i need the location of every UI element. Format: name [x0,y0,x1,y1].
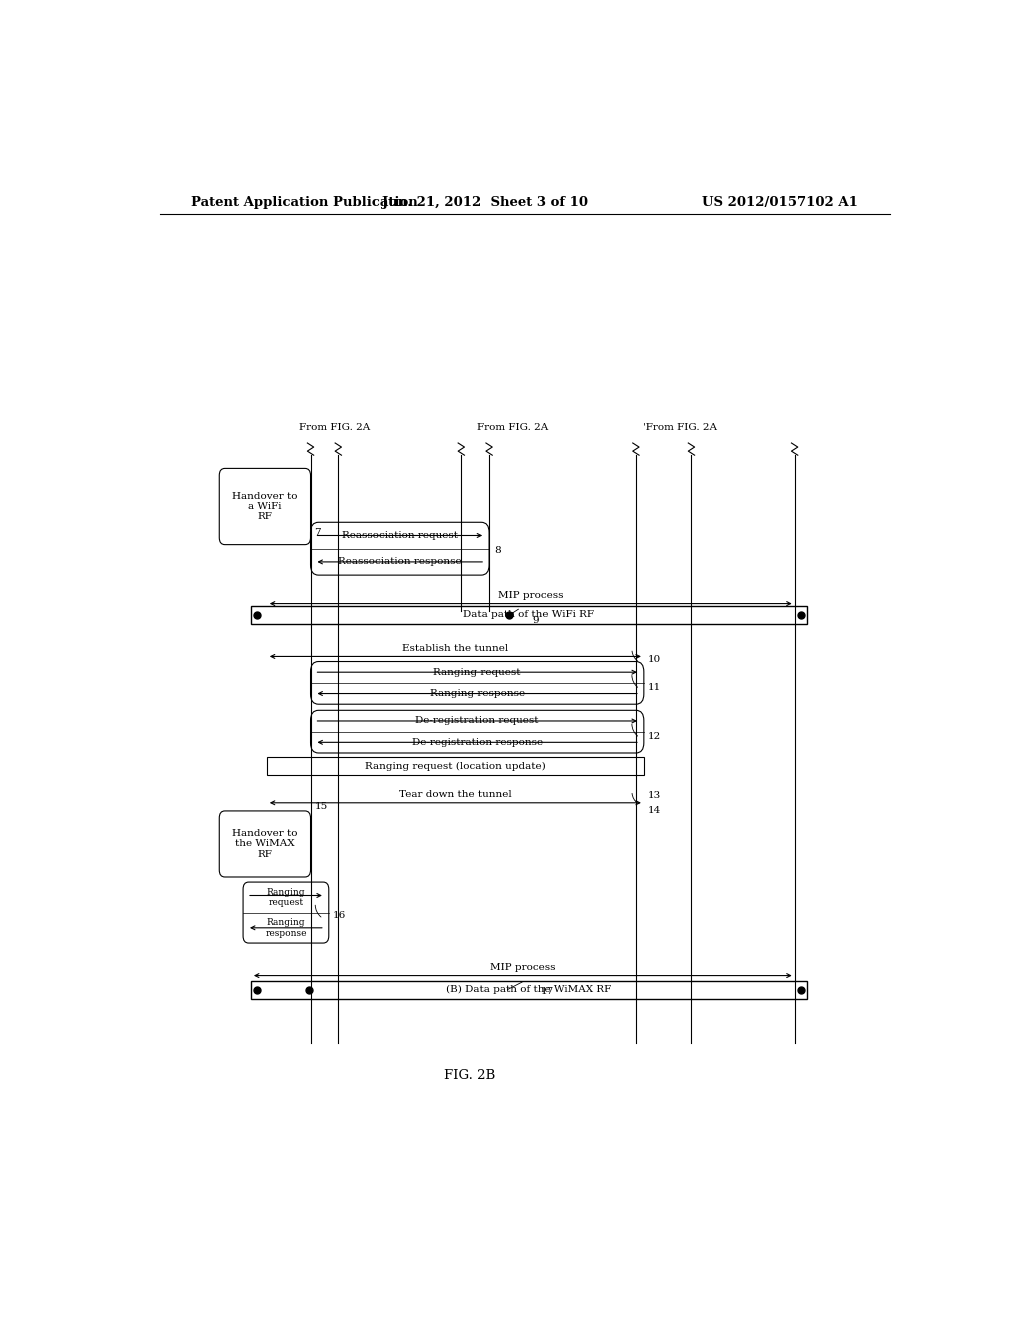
Bar [251,981,807,999]
Text: 14: 14 [648,807,662,816]
Text: 8: 8 [495,546,502,556]
Text: Establish the tunnel: Establish the tunnel [402,644,509,653]
Text: 16: 16 [333,911,346,920]
Bar [267,758,644,775]
Text: MIP process: MIP process [498,591,563,601]
Text: 13: 13 [648,791,662,800]
FancyBboxPatch shape [310,523,489,576]
Text: 10: 10 [648,655,662,664]
Text: MIP process: MIP process [490,964,556,972]
Text: 12: 12 [648,733,662,742]
Text: 'From FIG. 2A: 'From FIG. 2A [642,424,717,432]
Text: 7: 7 [314,528,322,537]
Text: From FIG. 2A: From FIG. 2A [299,424,370,432]
FancyBboxPatch shape [219,469,310,545]
FancyBboxPatch shape [310,661,644,704]
Text: US 2012/0157102 A1: US 2012/0157102 A1 [702,195,858,209]
Text: De-registration response: De-registration response [412,738,543,747]
Text: Data path of the WiFi RF: Data path of the WiFi RF [463,610,594,619]
Text: 17: 17 [541,987,554,997]
Text: (B) Data path of the WiMAX RF: (B) Data path of the WiMAX RF [446,985,611,994]
FancyBboxPatch shape [219,810,310,876]
Bar [251,606,807,624]
Text: Handover to
the WiMAX
RF: Handover to the WiMAX RF [232,829,298,859]
Text: Ranging request: Ranging request [433,668,521,677]
Text: Ranging
response: Ranging response [265,919,306,937]
Text: Jun. 21, 2012  Sheet 3 of 10: Jun. 21, 2012 Sheet 3 of 10 [382,195,588,209]
Text: Ranging request (location update): Ranging request (location update) [365,762,546,771]
Text: Patent Application Publication: Patent Application Publication [191,195,418,209]
Text: Tear down the tunnel: Tear down the tunnel [399,791,512,799]
Text: Reassociation response: Reassociation response [338,557,462,566]
Text: Ranging
request: Ranging request [266,887,305,907]
Text: 15: 15 [314,803,328,812]
FancyBboxPatch shape [243,882,329,942]
Text: From FIG. 2A: From FIG. 2A [477,424,549,432]
Text: Reassociation request: Reassociation request [342,531,458,540]
FancyBboxPatch shape [310,710,644,752]
Text: FIG. 2B: FIG. 2B [443,1069,495,1081]
Text: Ranging response: Ranging response [430,689,524,698]
Text: Handover to
a WiFi
RF: Handover to a WiFi RF [232,491,298,521]
Text: 11: 11 [648,684,662,693]
Text: 9: 9 [532,616,540,626]
Text: De-registration request: De-registration request [416,717,539,726]
